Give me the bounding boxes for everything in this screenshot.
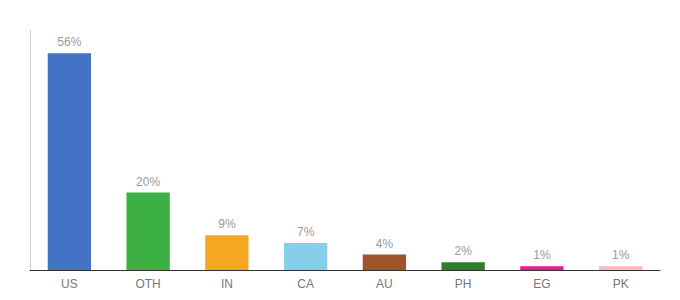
svg-text:4%: 4% [376, 237, 394, 251]
svg-text:1%: 1% [612, 248, 630, 262]
svg-text:7%: 7% [297, 225, 315, 239]
svg-text:EG: EG [533, 277, 550, 291]
svg-text:56%: 56% [57, 35, 81, 49]
svg-text:CA: CA [297, 277, 314, 291]
svg-text:20%: 20% [136, 175, 160, 189]
svg-text:OTH: OTH [135, 277, 160, 291]
svg-text:IN: IN [221, 277, 233, 291]
svg-text:US: US [61, 277, 78, 291]
svg-text:AU: AU [376, 277, 393, 291]
svg-text:2%: 2% [454, 244, 472, 258]
svg-text:1%: 1% [533, 248, 551, 262]
svg-text:9%: 9% [218, 217, 236, 231]
svg-text:PH: PH [455, 277, 472, 291]
svg-text:PK: PK [613, 277, 629, 291]
